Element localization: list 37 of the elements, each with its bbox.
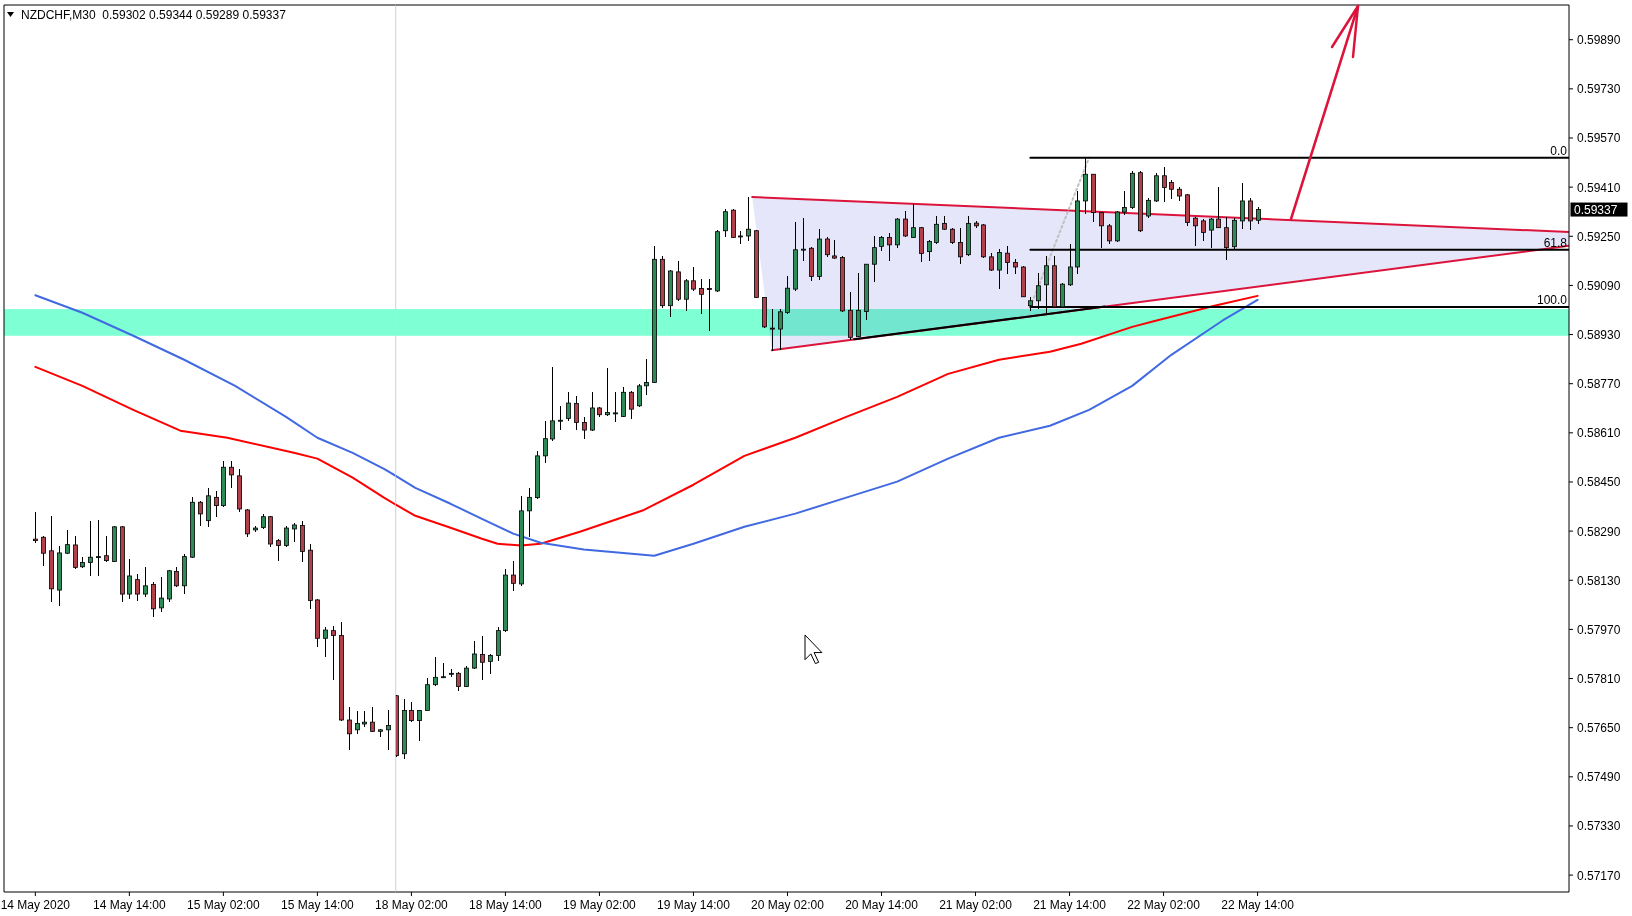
y-tick-label: 0.58130 — [1577, 573, 1621, 588]
y-tick-label: 0.58450 — [1577, 475, 1621, 490]
y-tick-label: 0.59250 — [1577, 229, 1621, 244]
y-tick-label: 0.59570 — [1577, 131, 1621, 146]
chart-title: NZDCHF,M30 0.59302 0.59344 0.59289 0.59337 — [21, 7, 287, 22]
y-tick-label: 0.59730 — [1577, 82, 1621, 97]
y-tick-label: 0.57650 — [1577, 721, 1621, 736]
y-tick-label: 0.57970 — [1577, 622, 1621, 637]
y-tick-label: 0.58610 — [1577, 426, 1621, 441]
y-tick-label: 0.57330 — [1577, 819, 1621, 834]
x-tick-label: 20 May 02:00 — [751, 897, 825, 912]
annotation: 100.0 — [1536, 292, 1568, 307]
x-tick-label: 18 May 14:00 — [469, 897, 543, 912]
x-tick-label: 20 May 14:00 — [845, 897, 919, 912]
x-tick-label: 19 May 14:00 — [657, 897, 731, 912]
x-tick-label: 14 May 14:00 — [93, 897, 167, 912]
x-tick-label: 21 May 02:00 — [939, 897, 1013, 912]
text: 0.59337 — [1574, 203, 1618, 218]
x-tick-label: 15 May 14:00 — [281, 897, 355, 912]
x-tick-label: 14 May 2020 — [0, 897, 71, 912]
y-tick-label: 0.57810 — [1577, 672, 1621, 687]
x-tick-label: 22 May 02:00 — [1127, 897, 1201, 912]
y-tick-label: 0.59090 — [1577, 278, 1621, 293]
x-tick-label: 22 May 14:00 — [1221, 897, 1295, 912]
y-tick-label: 0.58770 — [1577, 377, 1621, 392]
y-tick-label: 0.57170 — [1577, 868, 1621, 883]
y-tick-label: 0.58290 — [1577, 524, 1621, 539]
y-tick-label: 0.59890 — [1577, 33, 1621, 48]
x-tick-label: 21 May 14:00 — [1033, 897, 1107, 912]
y-tick-label: 0.57490 — [1577, 770, 1621, 785]
x-tick-label: 18 May 02:00 — [375, 897, 449, 912]
x-tick-label: 15 May 02:00 — [187, 897, 261, 912]
annotation: 0.0 — [1550, 143, 1568, 158]
annotation: 61.8 — [1543, 235, 1568, 250]
x-tick-label: 19 May 02:00 — [563, 897, 637, 912]
y-tick-label: 0.59410 — [1577, 180, 1621, 195]
y-tick-label: 0.58930 — [1577, 328, 1621, 343]
